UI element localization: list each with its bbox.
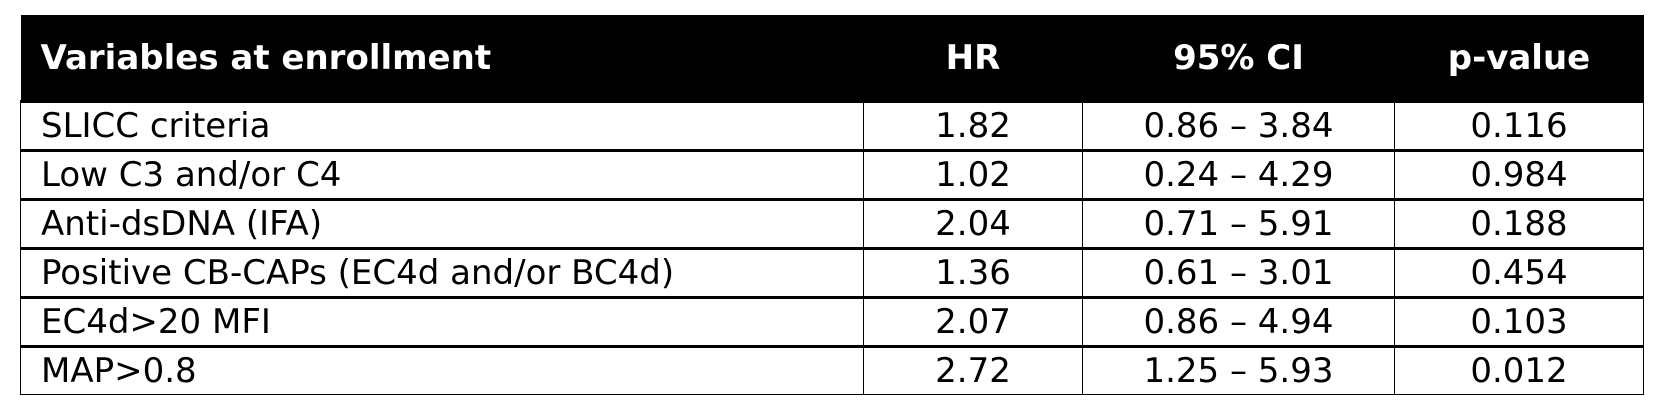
p-value-cell: 0.012	[1394, 345, 1644, 395]
p-value-cell: 0.103	[1394, 296, 1644, 347]
header-hr: HR	[863, 15, 1083, 102]
ci-cell: 1.25 – 5.93	[1082, 345, 1395, 395]
p-value-cell: 0.188	[1394, 198, 1644, 249]
header-variables: Variables at enrollment	[20, 15, 864, 102]
hr-cell: 1.36	[863, 247, 1083, 298]
variable-cell: Anti-dsDNA (IFA)	[20, 198, 864, 249]
table-row: Low C3 and/or C4 1.02 0.24 – 4.29 0.984	[20, 149, 1644, 200]
hazard-ratio-table: Variables at enrollment HR 95% CI p-valu…	[20, 15, 1644, 395]
hr-cell: 1.82	[863, 100, 1083, 151]
ci-cell: 0.61 – 3.01	[1082, 247, 1395, 298]
hr-cell: 2.72	[863, 345, 1083, 395]
table-row: MAP>0.8 2.72 1.25 – 5.93 0.012	[20, 345, 1644, 395]
p-value-cell: 0.984	[1394, 149, 1644, 200]
ci-cell: 0.24 – 4.29	[1082, 149, 1395, 200]
variable-cell: SLICC criteria	[20, 100, 864, 151]
header-ci: 95% CI	[1082, 15, 1395, 102]
hr-cell: 2.04	[863, 198, 1083, 249]
table-row: EC4d>20 MFI 2.07 0.86 – 4.94 0.103	[20, 296, 1644, 347]
header-p-value: p-value	[1394, 15, 1644, 102]
p-value-cell: 0.454	[1394, 247, 1644, 298]
variable-cell: Low C3 and/or C4	[20, 149, 864, 200]
table-row: Anti-dsDNA (IFA) 2.04 0.71 – 5.91 0.188	[20, 198, 1644, 249]
table-row: SLICC criteria 1.82 0.86 – 3.84 0.116	[20, 100, 1644, 151]
variable-cell: MAP>0.8	[20, 345, 864, 395]
hr-cell: 1.02	[863, 149, 1083, 200]
header-row: Variables at enrollment HR 95% CI p-valu…	[20, 15, 1644, 102]
ci-cell: 0.86 – 3.84	[1082, 100, 1395, 151]
variable-cell: EC4d>20 MFI	[20, 296, 864, 347]
hr-cell: 2.07	[863, 296, 1083, 347]
p-value-cell: 0.116	[1394, 100, 1644, 151]
table-row: Positive CB-CAPs (EC4d and/or BC4d) 1.36 0…	[20, 247, 1644, 298]
ci-cell: 0.86 – 4.94	[1082, 296, 1395, 347]
ci-cell: 0.71 – 5.91	[1082, 198, 1395, 249]
variable-cell: Positive CB-CAPs (EC4d and/or BC4d)	[20, 247, 864, 298]
